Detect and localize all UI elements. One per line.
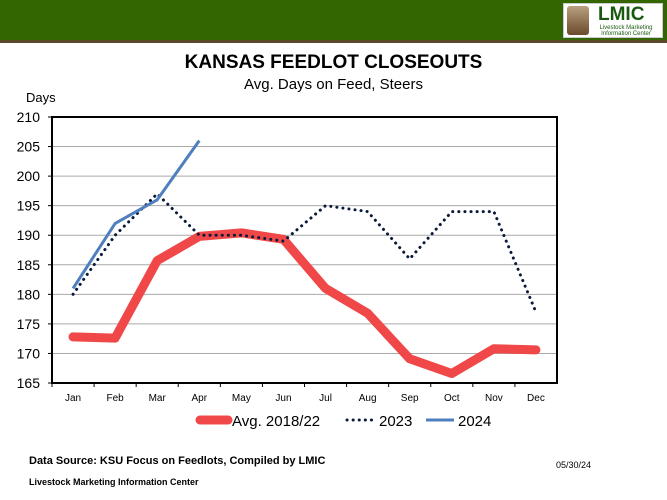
date: 05/30/24 <box>556 460 592 470</box>
logo-subtext: Livestock Marketing Information Center <box>599 25 653 37</box>
header-banner: LMIC Livestock Marketing Information Cen… <box>0 0 667 43</box>
x-tick-label: Jun <box>275 393 291 404</box>
y-tick-label: 185 <box>17 257 41 273</box>
y-tick-label: 165 <box>17 375 41 391</box>
series-line-avg-2018-22 <box>68 228 541 379</box>
x-tick-label: Feb <box>107 393 125 404</box>
x-tick-label: May <box>232 393 251 404</box>
logo-text: LMIC <box>598 4 645 25</box>
plot-border <box>51 116 558 384</box>
x-tick-label: Oct <box>444 393 460 404</box>
y-tick-label: 170 <box>17 345 41 361</box>
x-tick-label: Apr <box>192 393 208 404</box>
y-tick-label: 205 <box>17 139 41 155</box>
x-tick-label: Jul <box>319 393 332 404</box>
legend-label: Avg. 2018/22 <box>232 413 320 430</box>
lmic-logo: LMIC Livestock Marketing Information Cen… <box>563 3 663 38</box>
x-tick-label: Mar <box>149 393 167 404</box>
y-axis-label: Days <box>26 90 56 105</box>
x-tick-label: Jan <box>65 393 81 404</box>
y-tick-label: 175 <box>17 316 41 332</box>
data-source: Data Source: KSU Focus on Feedlots, Comp… <box>29 455 326 467</box>
y-tick-label: 180 <box>17 286 41 302</box>
y-tick-label: 210 <box>17 109 41 125</box>
organization: Livestock Marketing Information Center <box>29 477 199 487</box>
x-tick-label: Sep <box>401 393 419 404</box>
y-tick-label: 200 <box>17 168 41 184</box>
chart-subtitle: Avg. Days on Feed, Steers <box>244 76 423 93</box>
x-tick-label: Dec <box>527 393 545 404</box>
x-tick-label: Aug <box>359 393 377 404</box>
y-tick-label: 190 <box>17 227 41 243</box>
x-tick-label: Nov <box>485 393 503 404</box>
y-tick-label: 195 <box>17 198 41 214</box>
series-line-2024 <box>71 139 201 290</box>
series-line-2023 <box>71 192 538 314</box>
legend-label: 2024 <box>458 413 491 430</box>
legend-label: 2023 <box>379 413 412 430</box>
chart-title: KANSAS FEEDLOT CLOSEOUTS <box>184 52 483 73</box>
cowboy-logo-icon <box>567 6 589 35</box>
